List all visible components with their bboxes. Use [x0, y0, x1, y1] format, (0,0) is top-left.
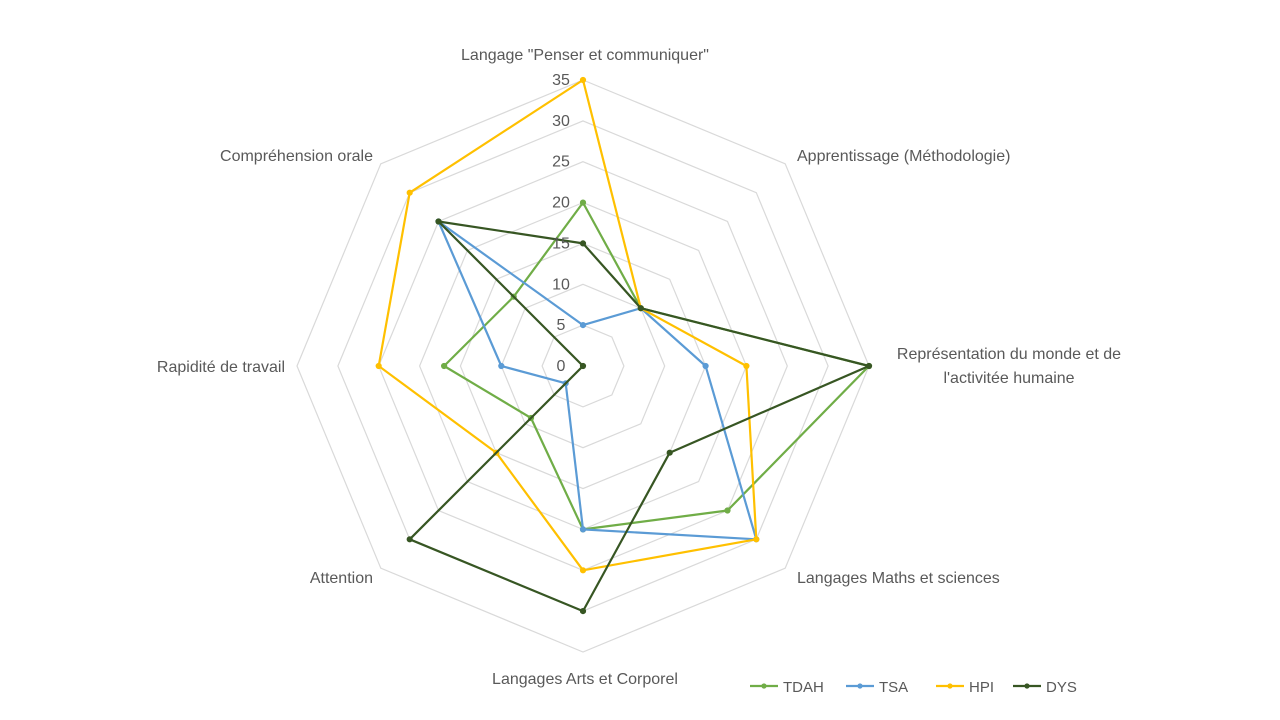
data-point-hpi-7: [406, 189, 413, 196]
data-point-hpi-0: [579, 76, 587, 84]
category-label-4: Langages Arts et Corporel: [492, 671, 678, 688]
data-point-dys-7: [435, 218, 442, 225]
data-point-tdah-6: [441, 362, 448, 370]
data-point-hpi-2: [743, 362, 750, 370]
data-point-dys-0: [579, 240, 587, 247]
category-label-3: Langages Maths et sciences: [797, 570, 1000, 587]
category-labels: Langage "Penser et communiquer" Apprentis…: [157, 47, 1121, 688]
data-point-tsa-4: [579, 526, 587, 533]
legend-marker-tsa: [857, 683, 863, 689]
data-point-hpi-4: [579, 567, 587, 574]
legend-label-tdah: TDAH: [783, 679, 824, 696]
category-label-7: Compréhension orale: [220, 148, 373, 165]
data-point-tdah-3: [724, 507, 731, 514]
legend-marker-hpi: [947, 683, 953, 689]
data-point-dys-2: [865, 362, 873, 370]
radial-tick-labels: 0 5 10 15 20 25 30 35: [552, 72, 570, 375]
data-point-dys-5: [406, 536, 413, 543]
legend-marker-dys: [1024, 683, 1030, 689]
grid-ring-5: [541, 324, 625, 408]
series-tdah: [441, 199, 873, 533]
data-point-tdah-0: [579, 199, 587, 206]
legend-marker-tdah: [761, 683, 767, 689]
legend-label-dys: DYS: [1046, 679, 1077, 696]
grid-ring-15: [459, 242, 707, 490]
data-point-tsa-2: [702, 362, 709, 370]
legend-label-hpi: HPI: [969, 679, 994, 696]
tick-label-5: 5: [557, 317, 566, 334]
tick-label-30: 30: [552, 113, 570, 130]
data-point-dys-1: [637, 305, 644, 312]
series-dys: [406, 218, 873, 615]
grid-ring-35: [296, 79, 870, 653]
category-label-5: Attention: [310, 570, 373, 587]
data-point-tsa-6: [498, 362, 505, 370]
category-label-6: Rapidité de travail: [157, 359, 285, 376]
category-label-0: Langage "Penser et communiquer": [461, 47, 709, 64]
category-label-1: Apprentissage (Méthodologie): [797, 148, 1010, 165]
data-point-tsa-0: [579, 322, 587, 329]
legend-item-hpi: HPI: [936, 679, 994, 696]
legend-item-dys: DYS: [1013, 679, 1077, 696]
category-label-2: Représentation du monde et de l'activitée…: [897, 346, 1121, 387]
tick-label-0: 0: [557, 358, 566, 375]
legend: TDAH TSA HPI DYS: [750, 679, 1077, 696]
tick-label-35: 35: [552, 72, 570, 89]
legend-item-tsa: TSA: [846, 679, 908, 696]
data-point-hpi-6: [375, 362, 382, 370]
series-line-tdah: [443, 201, 871, 531]
tick-label-10: 10: [552, 276, 570, 293]
grid-ring-10: [500, 283, 666, 449]
radar-series: [375, 76, 873, 615]
data-point-hpi-3: [753, 536, 760, 543]
tick-label-15: 15: [552, 235, 570, 252]
data-point-dys-3: [666, 449, 673, 456]
legend-label-tsa: TSA: [879, 679, 908, 696]
series-line-dys: [408, 220, 871, 613]
tick-label-25: 25: [552, 154, 570, 171]
data-point-dys-6: [579, 362, 587, 370]
legend-item-tdah: TDAH: [750, 679, 824, 696]
tick-label-20: 20: [552, 195, 570, 212]
data-point-dys-4: [579, 608, 587, 615]
